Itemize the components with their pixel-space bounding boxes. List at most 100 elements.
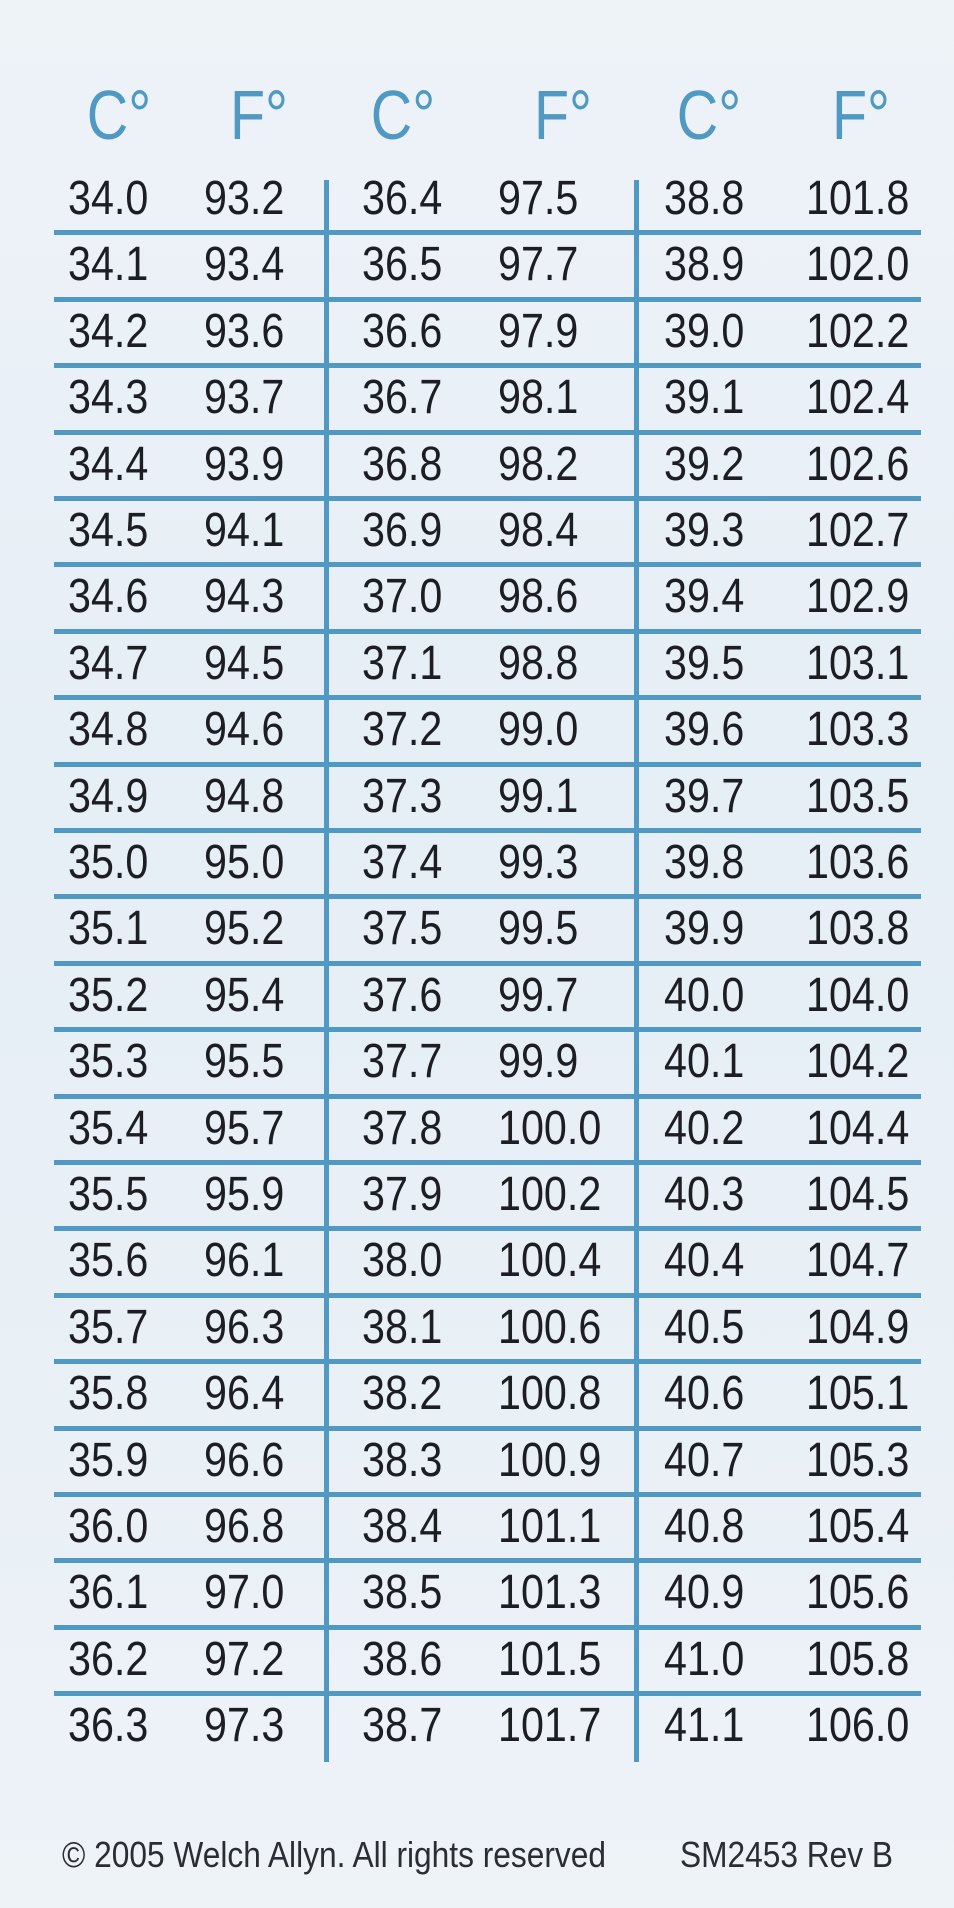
cell-celsius-3: 40.2 — [664, 1101, 745, 1155]
table-row: 34.0 93.2 36.4 97.5 38.8 101.8 — [54, 168, 921, 234]
row-divider — [54, 1558, 921, 1564]
cell-fahrenheit-3: 104.5 — [806, 1168, 910, 1221]
cell-celsius-2: 36.8 — [362, 437, 443, 491]
row-divider — [54, 761, 921, 767]
cell-celsius-1: 34.9 — [68, 769, 149, 823]
cell-fahrenheit-1: 96.1 — [204, 1234, 285, 1288]
cell-celsius-1: 34.6 — [68, 570, 149, 624]
cell-fahrenheit-2: 100.9 — [498, 1433, 602, 1487]
cell-celsius-2: 36.9 — [362, 504, 443, 557]
cell-celsius-3: 39.7 — [664, 769, 745, 823]
cell-celsius-1: 35.9 — [68, 1433, 149, 1487]
cell-fahrenheit-2: 101.7 — [498, 1699, 602, 1753]
table-row: 35.9 96.6 38.3 100.9 40.7 105.3 — [54, 1430, 921, 1496]
cell-celsius-3: 40.7 — [664, 1433, 745, 1487]
cell-fahrenheit-3: 102.0 — [806, 238, 910, 292]
row-divider — [54, 296, 921, 302]
cell-celsius-1: 36.3 — [68, 1699, 149, 1753]
cell-fahrenheit-2: 100.8 — [498, 1367, 602, 1421]
table-row: 36.0 96.8 38.4 101.1 40.8 105.4 — [54, 1496, 921, 1562]
row-divider — [54, 1292, 921, 1298]
cell-celsius-2: 38.1 — [362, 1300, 443, 1354]
cell-fahrenheit-2: 99.1 — [498, 769, 579, 823]
table-row: 35.7 96.3 38.1 100.6 40.5 104.9 — [54, 1297, 921, 1363]
cell-celsius-3: 38.9 — [664, 238, 745, 292]
cell-celsius-2: 37.2 — [362, 703, 443, 757]
part-number: SM2453 Rev B — [680, 1834, 894, 1875]
cell-fahrenheit-3: 102.9 — [806, 570, 910, 624]
cell-fahrenheit-2: 97.9 — [498, 304, 579, 358]
table-row: 35.6 96.1 38.0 100.4 40.4 104.7 — [54, 1230, 921, 1296]
cell-celsius-1: 35.8 — [68, 1367, 149, 1421]
cell-fahrenheit-2: 98.1 — [498, 371, 579, 425]
table-row: 35.4 95.7 37.8 100.0 40.2 104.4 — [54, 1098, 921, 1164]
header-fahrenheit-1: F° — [229, 76, 289, 154]
cell-fahrenheit-1: 93.9 — [204, 437, 285, 491]
cell-celsius-2: 38.7 — [362, 1699, 443, 1753]
cell-fahrenheit-2: 99.5 — [498, 902, 579, 956]
cell-celsius-2: 38.6 — [362, 1632, 443, 1686]
cell-fahrenheit-1: 94.3 — [204, 570, 285, 624]
table-row: 35.0 95.0 37.4 99.3 39.8 103.6 — [54, 832, 921, 898]
cell-celsius-1: 34.8 — [68, 703, 149, 757]
cell-fahrenheit-2: 98.4 — [498, 504, 579, 557]
cell-celsius-2: 38.3 — [362, 1433, 443, 1487]
cell-fahrenheit-1: 94.5 — [204, 636, 285, 690]
cell-fahrenheit-3: 104.9 — [806, 1300, 910, 1354]
table-row: 34.7 94.5 37.1 98.8 39.5 103.1 — [54, 633, 921, 699]
row-divider — [54, 230, 921, 236]
cell-celsius-1: 35.4 — [68, 1101, 149, 1155]
row-divider — [54, 429, 921, 435]
cell-celsius-2: 37.3 — [362, 769, 443, 823]
table-row: 34.5 94.1 36.9 98.4 39.3 102.7 — [54, 500, 921, 566]
row-divider — [54, 1492, 921, 1497]
cell-fahrenheit-3: 103.1 — [806, 636, 910, 690]
cell-celsius-2: 37.8 — [362, 1101, 443, 1155]
cell-fahrenheit-3: 102.7 — [806, 504, 910, 557]
cell-celsius-2: 37.5 — [362, 902, 443, 956]
cell-celsius-1: 35.2 — [68, 968, 149, 1022]
cell-fahrenheit-3: 102.6 — [806, 437, 910, 491]
row-divider — [54, 1691, 921, 1697]
cell-fahrenheit-2: 99.9 — [498, 1035, 579, 1089]
cell-fahrenheit-1: 97.2 — [204, 1632, 285, 1686]
cell-fahrenheit-1: 94.8 — [204, 769, 285, 823]
cell-celsius-3: 40.1 — [664, 1035, 745, 1089]
cell-fahrenheit-1: 95.2 — [204, 902, 285, 956]
cell-fahrenheit-1: 94.6 — [204, 703, 285, 757]
cell-fahrenheit-1: 95.4 — [204, 968, 285, 1022]
cell-fahrenheit-3: 105.4 — [806, 1500, 910, 1553]
cell-fahrenheit-1: 93.6 — [204, 304, 285, 358]
table-row: 34.1 93.4 36.5 97.7 38.9 102.0 — [54, 234, 921, 300]
cell-fahrenheit-1: 95.7 — [204, 1101, 285, 1155]
cell-celsius-1: 36.1 — [68, 1566, 149, 1620]
cell-celsius-2: 37.6 — [362, 968, 443, 1022]
table-row: 35.5 95.9 37.9 100.2 40.3 104.5 — [54, 1164, 921, 1230]
cell-celsius-1: 34.0 — [68, 172, 149, 225]
header-fahrenheit-2: F° — [533, 76, 593, 154]
cell-fahrenheit-1: 95.0 — [204, 836, 285, 889]
cell-fahrenheit-3: 103.3 — [806, 703, 910, 757]
cell-fahrenheit-2: 97.7 — [498, 238, 579, 292]
column-divider — [324, 180, 329, 1762]
cell-celsius-3: 40.5 — [664, 1300, 745, 1354]
cell-fahrenheit-3: 105.8 — [806, 1632, 910, 1686]
cell-celsius-3: 40.3 — [664, 1168, 745, 1221]
cell-celsius-3: 39.4 — [664, 570, 745, 624]
cell-celsius-1: 35.1 — [68, 902, 149, 956]
cell-fahrenheit-1: 95.5 — [204, 1035, 285, 1089]
cell-celsius-1: 35.6 — [68, 1234, 149, 1288]
cell-celsius-1: 34.4 — [68, 437, 149, 491]
cell-fahrenheit-3: 105.6 — [806, 1566, 910, 1620]
cell-fahrenheit-2: 98.8 — [498, 636, 579, 690]
cell-fahrenheit-1: 93.2 — [204, 172, 285, 225]
cell-celsius-3: 40.0 — [664, 968, 745, 1022]
cell-celsius-2: 37.4 — [362, 836, 443, 889]
cell-fahrenheit-1: 97.0 — [204, 1566, 285, 1620]
cell-fahrenheit-3: 103.8 — [806, 902, 910, 956]
table-row: 35.2 95.4 37.6 99.7 40.0 104.0 — [54, 965, 921, 1031]
cell-celsius-2: 37.0 — [362, 570, 443, 624]
column-divider — [634, 180, 639, 1762]
cell-celsius-1: 34.1 — [68, 238, 149, 292]
